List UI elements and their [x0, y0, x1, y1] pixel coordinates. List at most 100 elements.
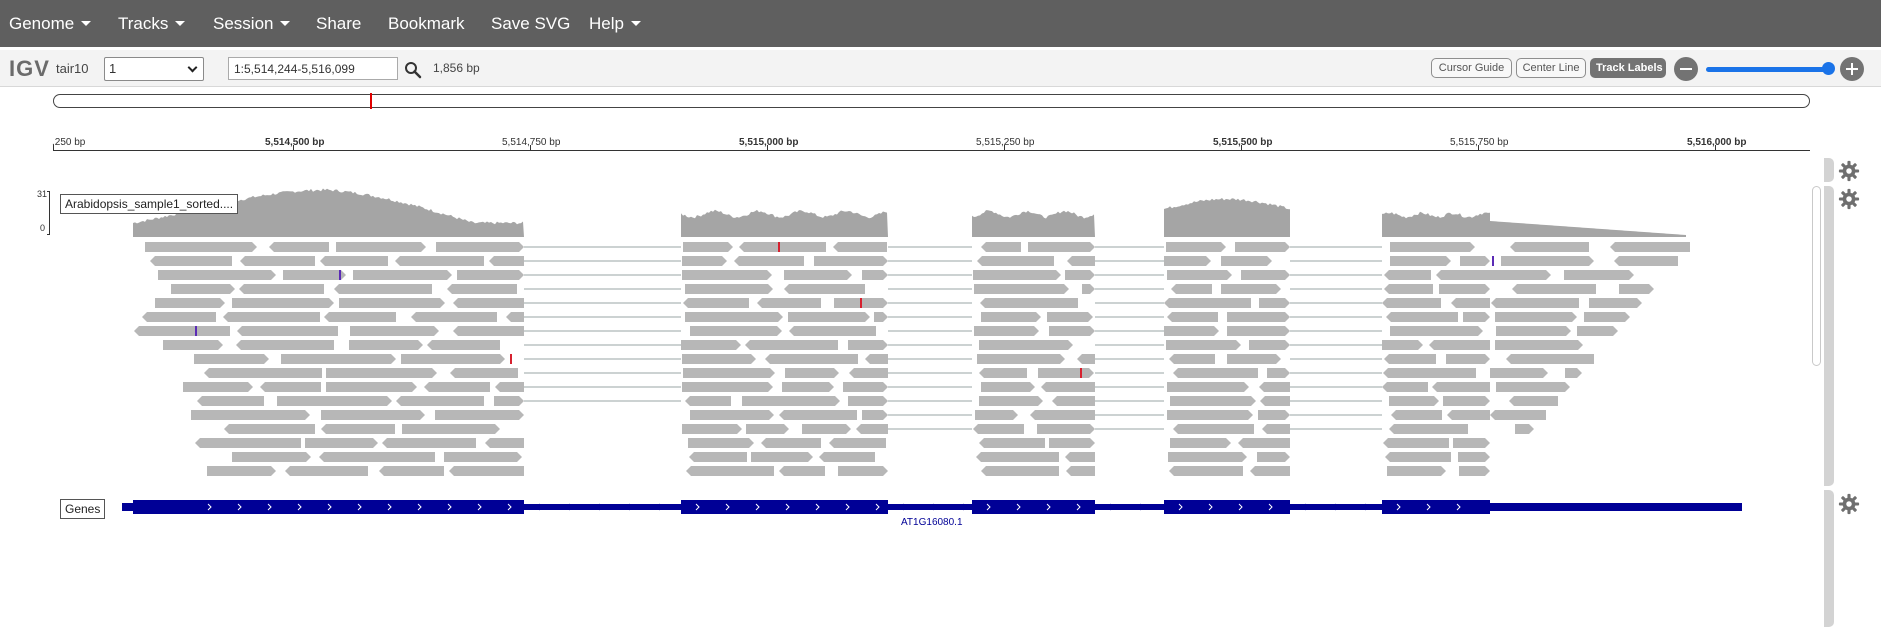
- aligned-read: [1164, 326, 1219, 336]
- alignment-scrollbar[interactable]: [1812, 186, 1821, 366]
- aligned-read: [843, 382, 888, 392]
- aligned-read: [1506, 354, 1594, 364]
- aligned-read: [1619, 284, 1654, 294]
- alignment-track-label[interactable]: Arabidopsis_sample1_sorted....: [60, 194, 239, 214]
- menu-tracks-label: Tracks: [118, 14, 169, 33]
- strand-arrow: [1139, 503, 1144, 511]
- aligned-read: [1221, 256, 1272, 266]
- zoom-slider-handle[interactable]: [1822, 62, 1835, 75]
- aligned-read: [150, 256, 232, 266]
- ruler-tick-label: 5,514,500 bp: [265, 137, 325, 148]
- gear-icon[interactable]: [1838, 493, 1860, 515]
- aligned-read: [742, 396, 840, 406]
- aligned-read: [350, 326, 439, 336]
- strand-arrow: [507, 503, 512, 511]
- aligned-read: [1389, 424, 1468, 434]
- aligned-read: [1515, 424, 1534, 434]
- strand-arrow: [1076, 503, 1081, 511]
- ruler-tick: [1715, 145, 1716, 150]
- cursor-guide-button[interactable]: Cursor Guide: [1431, 58, 1512, 78]
- strand-arrow: [1426, 503, 1431, 511]
- aligned-read: [739, 242, 826, 252]
- menu-tracks[interactable]: Tracks: [118, 0, 186, 47]
- aligned-read: [1382, 382, 1428, 392]
- locus-search-input[interactable]: [228, 57, 398, 80]
- strand-arrow: [902, 503, 907, 511]
- aligned-read: [1067, 256, 1095, 266]
- strand-arrow: [1178, 503, 1183, 511]
- chevron-down-icon: [175, 21, 186, 26]
- strand-arrow: [658, 503, 663, 511]
- zoom-out-icon[interactable]: [1674, 57, 1698, 81]
- chromosome-ideogram[interactable]: [53, 93, 1810, 109]
- strand-arrow: [815, 503, 820, 511]
- menu-share[interactable]: Share: [316, 0, 361, 47]
- gene-track-label[interactable]: Genes: [60, 499, 106, 519]
- aligned-read: [973, 424, 1024, 434]
- gene-exon: [1164, 500, 1290, 514]
- aligned-read: [1037, 424, 1095, 434]
- strand-arrow: [598, 503, 603, 511]
- chromosome-select[interactable]: 1: [104, 57, 204, 81]
- menu-bookmark[interactable]: Bookmark: [388, 0, 465, 47]
- aligned-read: [1164, 256, 1211, 266]
- strand-arrow: [785, 503, 790, 511]
- aligned-read: [1453, 438, 1490, 448]
- zoom-in-icon[interactable]: [1840, 57, 1864, 81]
- menu-help[interactable]: Help: [589, 0, 641, 47]
- aligned-read: [1443, 396, 1490, 406]
- aligned-read: [1429, 340, 1490, 350]
- strand-arrow: [477, 503, 482, 511]
- aligned-read: [1257, 452, 1290, 462]
- zoom-slider[interactable]: [1706, 62, 1835, 75]
- coverage-histogram: [133, 188, 524, 237]
- gene-exon: [1382, 500, 1490, 514]
- aligned-read: [427, 340, 500, 350]
- strand-arrow: [1396, 503, 1401, 511]
- aligned-read: [321, 424, 395, 434]
- aligned-read: [1447, 410, 1490, 420]
- aligned-read: [239, 284, 324, 294]
- aligned-read: [1610, 242, 1690, 252]
- strand-arrow: [1109, 503, 1114, 511]
- aligned-read: [411, 312, 497, 322]
- gear-icon[interactable]: [1838, 160, 1860, 182]
- coverage-histogram: [681, 209, 888, 237]
- menu-genome[interactable]: Genome: [9, 0, 92, 47]
- gene-utr: [1490, 503, 1742, 511]
- gear-icon[interactable]: [1838, 188, 1860, 210]
- aligned-read: [1164, 298, 1251, 308]
- aligned-read: [232, 452, 311, 462]
- strand-arrow: [1334, 503, 1339, 511]
- aligned-read: [1384, 270, 1431, 280]
- strand-arrow: [875, 503, 880, 511]
- search-icon[interactable]: [404, 61, 422, 79]
- aligned-read: [402, 424, 500, 434]
- aligned-read: [751, 452, 813, 462]
- aligned-read: [682, 256, 727, 266]
- aligned-read: [833, 242, 887, 252]
- menu-save-svg[interactable]: Save SVG: [491, 0, 570, 47]
- aligned-read: [761, 438, 821, 448]
- center-line-button[interactable]: Center Line: [1516, 58, 1586, 78]
- ruler-tick-label: ,250 bp: [52, 137, 86, 148]
- aligned-read: [1509, 396, 1558, 406]
- aligned-read: [379, 466, 444, 476]
- ruler-tick: [530, 145, 531, 150]
- aligned-read: [1166, 340, 1241, 350]
- chevron-down-icon: [81, 21, 92, 26]
- aligned-read: [1490, 410, 1546, 420]
- track-labels-button[interactable]: Track Labels: [1590, 58, 1666, 78]
- menu-session[interactable]: Session: [213, 0, 291, 47]
- aligned-read: [789, 326, 876, 336]
- ruler-tick: [293, 145, 294, 150]
- strand-arrow: [327, 503, 332, 511]
- aligned-read: [506, 312, 524, 322]
- aligned-read: [874, 312, 888, 322]
- aligned-read: [495, 382, 524, 392]
- aligned-read: [848, 396, 888, 406]
- aligned-read: [223, 312, 320, 322]
- mismatch-marker: [339, 270, 341, 280]
- aligned-read: [305, 438, 378, 448]
